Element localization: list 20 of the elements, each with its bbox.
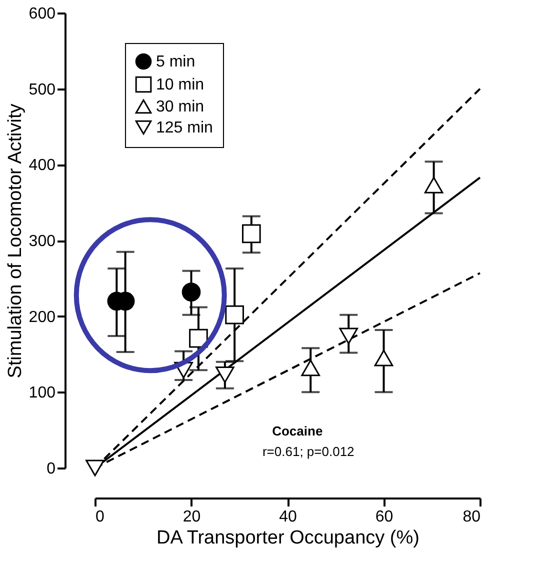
y-tick-label: 500	[28, 81, 56, 98]
y-axis-title: Stimulation of Locomotor Activity	[4, 103, 26, 378]
x-tick-label: 40	[279, 508, 297, 526]
y-tick-label: 300	[28, 233, 56, 250]
legend-label: 5 min	[156, 54, 196, 70]
y-tick-label: 200	[28, 308, 56, 326]
y-tick-label: 100	[28, 384, 56, 402]
x-tick-label: 0	[96, 508, 104, 526]
legend-label: 125 min	[156, 120, 213, 136]
x-axis-title: DA Transporter Occupancy (%)	[156, 528, 420, 548]
y-tick-label: 600	[28, 6, 56, 22]
annotation: r=0.61; p=0.012	[262, 444, 354, 460]
annotation: Cocaine	[272, 424, 323, 439]
y-tick-label: 400	[28, 157, 56, 174]
x-tick-label: 60	[375, 508, 394, 526]
x-tick-label: 80	[462, 508, 481, 526]
y-tick-label: 0	[46, 460, 56, 478]
legend-label: 10 min	[156, 76, 204, 94]
legend-label: 30 min	[156, 98, 204, 116]
x-tick-label: 20	[182, 508, 201, 526]
